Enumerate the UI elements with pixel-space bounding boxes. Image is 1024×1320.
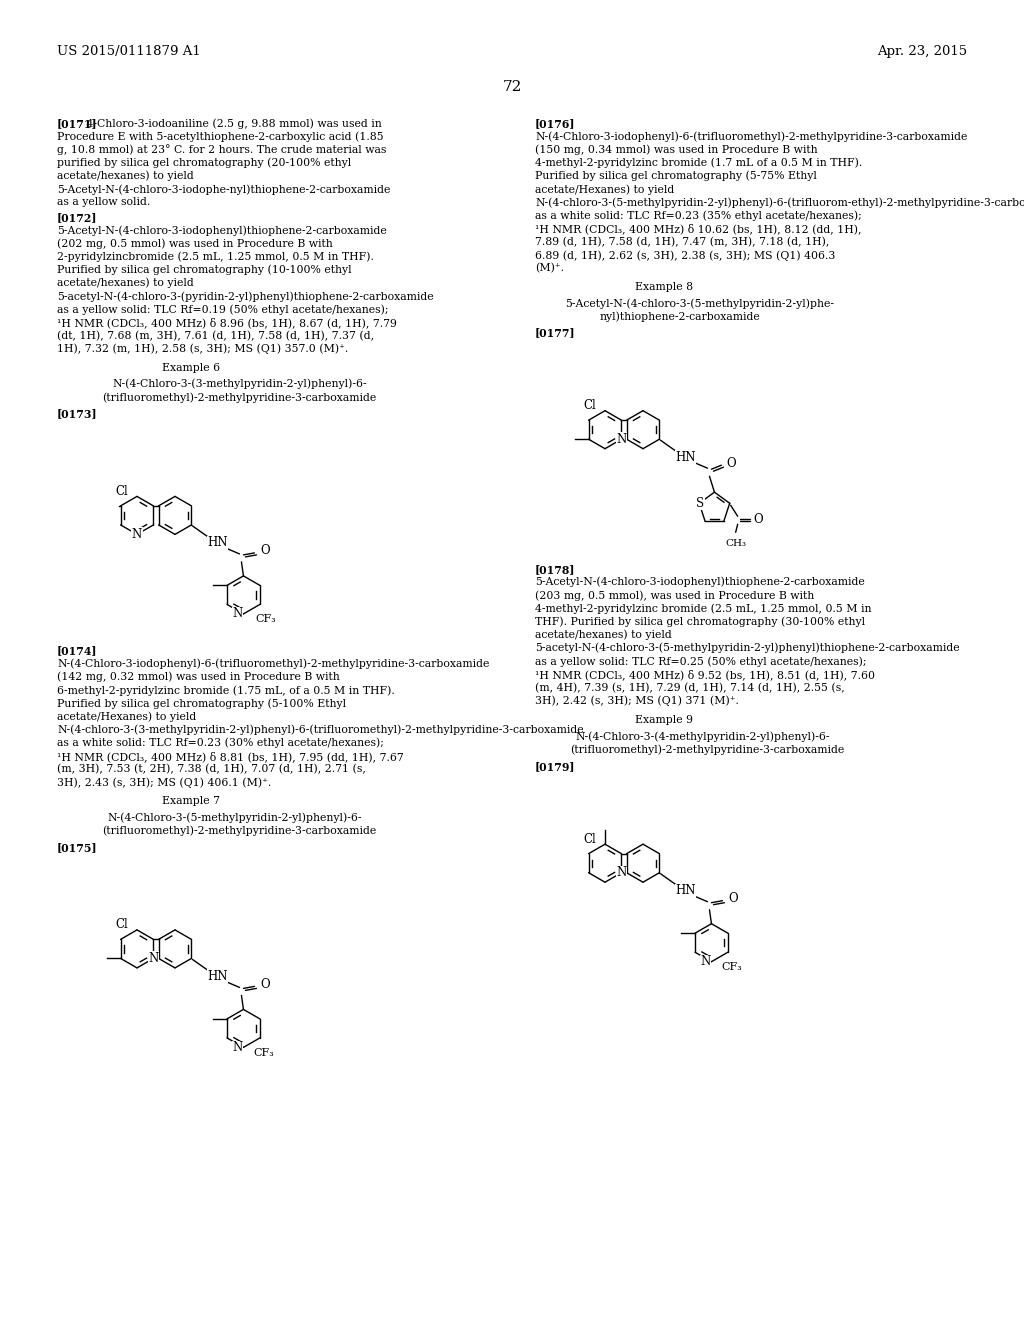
Text: 2-pyridylzincbromide (2.5 mL, 1.25 mmol, 0.5 M in THF).: 2-pyridylzincbromide (2.5 mL, 1.25 mmol,… xyxy=(57,252,374,263)
Text: N-(4-Chloro-3-(4-methylpyridin-2-yl)phenyl)-6-: N-(4-Chloro-3-(4-methylpyridin-2-yl)phen… xyxy=(575,731,829,742)
Text: N-(4-Chloro-3-(5-methylpyridin-2-yl)phenyl)-6-: N-(4-Chloro-3-(5-methylpyridin-2-yl)phen… xyxy=(106,812,361,822)
Text: (M)⁺.: (M)⁺. xyxy=(535,263,564,273)
Text: Cl: Cl xyxy=(584,399,596,412)
Text: 5-Acetyl-N-(4-chloro-3-iodophenyl)thiophene-2-carboxamide: 5-Acetyl-N-(4-chloro-3-iodophenyl)thioph… xyxy=(535,577,864,587)
Text: N-(4-Chloro-3-(3-methylpyridin-2-yl)phenyl)-6-: N-(4-Chloro-3-(3-methylpyridin-2-yl)phen… xyxy=(112,379,367,389)
Text: O: O xyxy=(726,457,736,470)
Text: 4-Chloro-3-iodoaniline (2.5 g, 9.88 mmol) was used in: 4-Chloro-3-iodoaniline (2.5 g, 9.88 mmol… xyxy=(83,117,382,128)
Text: N: N xyxy=(148,952,159,965)
Text: [0176]: [0176] xyxy=(535,117,575,129)
Text: as a yellow solid: TLC Rf=0.19 (50% ethyl acetate/hexanes);: as a yellow solid: TLC Rf=0.19 (50% ethy… xyxy=(57,305,388,315)
Text: Cl: Cl xyxy=(115,919,128,932)
Text: Purified by silica gel chromatography (5-75% Ethyl: Purified by silica gel chromatography (5… xyxy=(535,170,817,181)
Text: 5-Acetyl-N-(4-chloro-3-iodophenyl)thiophene-2-carboxamide: 5-Acetyl-N-(4-chloro-3-iodophenyl)thioph… xyxy=(57,226,387,236)
Text: [0177]: [0177] xyxy=(535,327,575,338)
Text: (203 mg, 0.5 mmol), was used in Procedure B with: (203 mg, 0.5 mmol), was used in Procedur… xyxy=(535,590,814,601)
Text: (m, 3H), 7.53 (t, 2H), 7.38 (d, 1H), 7.07 (d, 1H), 2.71 (s,: (m, 3H), 7.53 (t, 2H), 7.38 (d, 1H), 7.0… xyxy=(57,764,366,775)
Text: (150 mg, 0.34 mmol) was used in Procedure B with: (150 mg, 0.34 mmol) was used in Procedur… xyxy=(535,144,817,154)
Text: 5-Acetyl-N-(4-chloro-3-iodophe-nyl)thiophene-2-carboxamide: 5-Acetyl-N-(4-chloro-3-iodophe-nyl)thiop… xyxy=(57,183,390,194)
Text: HN: HN xyxy=(675,450,695,463)
Text: acetate/hexanes) to yield: acetate/hexanes) to yield xyxy=(57,170,194,181)
Text: N: N xyxy=(616,866,627,879)
Text: ¹H NMR (CDCl₃, 400 MHz) δ 8.81 (bs, 1H), 7.95 (dd, 1H), 7.67: ¹H NMR (CDCl₃, 400 MHz) δ 8.81 (bs, 1H),… xyxy=(57,751,403,762)
Text: g, 10.8 mmol) at 23° C. for 2 hours. The crude material was: g, 10.8 mmol) at 23° C. for 2 hours. The… xyxy=(57,144,386,156)
Text: 72: 72 xyxy=(503,81,521,94)
Text: Apr. 23, 2015: Apr. 23, 2015 xyxy=(877,45,967,58)
Text: 5-acetyl-N-(4-chloro-3-(5-methylpyridin-2-yl)phenyl)thiophene-2-carboxamide: 5-acetyl-N-(4-chloro-3-(5-methylpyridin-… xyxy=(535,643,959,653)
Text: O: O xyxy=(260,978,270,991)
Text: Example 6: Example 6 xyxy=(162,363,220,372)
Text: N-(4-chloro-3-(3-methylpyridin-2-yl)phenyl)-6-(trifluoromethyl)-2-methylpyridine: N-(4-chloro-3-(3-methylpyridin-2-yl)phen… xyxy=(57,725,584,735)
Text: O: O xyxy=(728,892,738,906)
Text: N: N xyxy=(232,607,243,620)
Text: Example 7: Example 7 xyxy=(162,796,220,807)
Text: 4-methyl-2-pyridylzinc bromide (1.7 mL of a 0.5 M in THF).: 4-methyl-2-pyridylzinc bromide (1.7 mL o… xyxy=(535,157,862,168)
Text: Example 9: Example 9 xyxy=(635,715,693,726)
Text: (trifluoromethyl)-2-methylpyridine-3-carboxamide: (trifluoromethyl)-2-methylpyridine-3-car… xyxy=(570,744,844,755)
Text: CH₃: CH₃ xyxy=(725,540,746,548)
Text: S: S xyxy=(696,496,705,510)
Text: N-(4-Chloro-3-iodophenyl)-6-(trifluoromethyl)-2-methylpyridine-3-carboxamide: N-(4-Chloro-3-iodophenyl)-6-(trifluorome… xyxy=(535,131,968,141)
Text: Cl: Cl xyxy=(115,484,128,498)
Text: Procedure E with 5-acetylthiophene-2-carboxylic acid (1.85: Procedure E with 5-acetylthiophene-2-car… xyxy=(57,131,384,141)
Text: as a yellow solid.: as a yellow solid. xyxy=(57,197,151,207)
Text: N-(4-chloro-3-(5-methylpyridin-2-yl)phenyl)-6-(trifluorom-ethyl)-2-methylpyridin: N-(4-chloro-3-(5-methylpyridin-2-yl)phen… xyxy=(535,197,1024,207)
Text: Example 8: Example 8 xyxy=(635,282,693,292)
Text: [0174]: [0174] xyxy=(57,645,97,656)
Text: 4-methyl-2-pyridylzinc bromide (2.5 mL, 1.25 mmol, 0.5 M in: 4-methyl-2-pyridylzinc bromide (2.5 mL, … xyxy=(535,603,871,614)
Text: N: N xyxy=(700,956,711,968)
Text: 5-acetyl-N-(4-chloro-3-(pyridin-2-yl)phenyl)thiophene-2-carboxamide: 5-acetyl-N-(4-chloro-3-(pyridin-2-yl)phe… xyxy=(57,292,433,302)
Text: Purified by silica gel chromatography (5-100% Ethyl: Purified by silica gel chromatography (5… xyxy=(57,698,346,709)
Text: CF₃: CF₃ xyxy=(722,962,742,973)
Text: US 2015/0111879 A1: US 2015/0111879 A1 xyxy=(57,45,201,58)
Text: [0175]: [0175] xyxy=(57,842,97,853)
Text: (202 mg, 0.5 mmol) was used in Procedure B with: (202 mg, 0.5 mmol) was used in Procedure… xyxy=(57,239,333,249)
Text: 7.89 (d, 1H), 7.58 (d, 1H), 7.47 (m, 3H), 7.18 (d, 1H),: 7.89 (d, 1H), 7.58 (d, 1H), 7.47 (m, 3H)… xyxy=(535,236,829,247)
Text: HN: HN xyxy=(207,536,227,549)
Text: acetate/hexanes) to yield: acetate/hexanes) to yield xyxy=(535,630,672,640)
Text: N: N xyxy=(232,1041,243,1053)
Text: as a white solid: TLC Rf=0.23 (30% ethyl acetate/hexanes);: as a white solid: TLC Rf=0.23 (30% ethyl… xyxy=(57,738,384,748)
Text: purified by silica gel chromatography (20-100% ethyl: purified by silica gel chromatography (2… xyxy=(57,157,351,168)
Text: acetate/hexanes) to yield: acetate/hexanes) to yield xyxy=(57,279,194,289)
Text: (142 mg, 0.32 mmol) was used in Procedure B with: (142 mg, 0.32 mmol) was used in Procedur… xyxy=(57,672,340,682)
Text: Purified by silica gel chromatography (10-100% ethyl: Purified by silica gel chromatography (1… xyxy=(57,265,351,276)
Text: O: O xyxy=(260,544,270,557)
Text: nyl)thiophene-2-carboxamide: nyl)thiophene-2-carboxamide xyxy=(600,312,761,322)
Text: ¹H NMR (CDCl₃, 400 MHz) δ 8.96 (bs, 1H), 8.67 (d, 1H), 7.79: ¹H NMR (CDCl₃, 400 MHz) δ 8.96 (bs, 1H),… xyxy=(57,318,397,329)
Text: ¹H NMR (CDCl₃, 400 MHz) δ 9.52 (bs, 1H), 8.51 (d, 1H), 7.60: ¹H NMR (CDCl₃, 400 MHz) δ 9.52 (bs, 1H),… xyxy=(535,669,874,680)
Text: 6.89 (d, 1H), 2.62 (s, 3H), 2.38 (s, 3H); MS (Q1) 406.3: 6.89 (d, 1H), 2.62 (s, 3H), 2.38 (s, 3H)… xyxy=(535,249,836,260)
Text: HN: HN xyxy=(207,970,227,983)
Text: 5-Acetyl-N-(4-chloro-3-(5-methylpyridin-2-yl)phe-: 5-Acetyl-N-(4-chloro-3-(5-methylpyridin-… xyxy=(565,298,834,309)
Text: [0178]: [0178] xyxy=(535,564,575,574)
Text: HN: HN xyxy=(675,884,695,898)
Text: Cl: Cl xyxy=(584,833,596,846)
Text: [0171]: [0171] xyxy=(57,117,97,129)
Text: (dt, 1H), 7.68 (m, 3H), 7.61 (d, 1H), 7.58 (d, 1H), 7.37 (d,: (dt, 1H), 7.68 (m, 3H), 7.61 (d, 1H), 7.… xyxy=(57,331,374,341)
Text: (trifluoromethyl)-2-methylpyridine-3-carboxamide: (trifluoromethyl)-2-methylpyridine-3-car… xyxy=(102,825,376,836)
Text: CF₃: CF₃ xyxy=(254,1048,274,1057)
Text: O: O xyxy=(754,512,763,525)
Text: 3H), 2.43 (s, 3H); MS (Q1) 406.1 (M)⁺.: 3H), 2.43 (s, 3H); MS (Q1) 406.1 (M)⁺. xyxy=(57,777,271,788)
Text: N: N xyxy=(616,433,627,446)
Text: as a yellow solid: TLC Rf=0.25 (50% ethyl acetate/hexanes);: as a yellow solid: TLC Rf=0.25 (50% ethy… xyxy=(535,656,866,667)
Text: (m, 4H), 7.39 (s, 1H), 7.29 (d, 1H), 7.14 (d, 1H), 2.55 (s,: (m, 4H), 7.39 (s, 1H), 7.29 (d, 1H), 7.1… xyxy=(535,682,845,693)
Text: 6-methyl-2-pyridylzinc bromide (1.75 mL, of a 0.5 M in THF).: 6-methyl-2-pyridylzinc bromide (1.75 mL,… xyxy=(57,685,394,696)
Text: N-(4-Chloro-3-iodophenyl)-6-(trifluoromethyl)-2-methylpyridine-3-carboxamide: N-(4-Chloro-3-iodophenyl)-6-(trifluorome… xyxy=(57,659,489,669)
Text: [0172]: [0172] xyxy=(57,213,97,223)
Text: [0173]: [0173] xyxy=(57,408,97,420)
Text: acetate/Hexanes) to yield: acetate/Hexanes) to yield xyxy=(57,711,197,722)
Text: ¹H NMR (CDCl₃, 400 MHz) δ 10.62 (bs, 1H), 8.12 (dd, 1H),: ¹H NMR (CDCl₃, 400 MHz) δ 10.62 (bs, 1H)… xyxy=(535,223,861,235)
Text: acetate/Hexanes) to yield: acetate/Hexanes) to yield xyxy=(535,183,674,194)
Text: 3H), 2.42 (s, 3H); MS (Q1) 371 (M)⁺.: 3H), 2.42 (s, 3H); MS (Q1) 371 (M)⁺. xyxy=(535,696,739,706)
Text: as a white solid: TLC Rf=0.23 (35% ethyl acetate/hexanes);: as a white solid: TLC Rf=0.23 (35% ethyl… xyxy=(535,210,862,220)
Text: THF). Purified by silica gel chromatography (30-100% ethyl: THF). Purified by silica gel chromatogra… xyxy=(535,616,865,627)
Text: CF₃: CF₃ xyxy=(256,614,276,624)
Text: 1H), 7.32 (m, 1H), 2.58 (s, 3H); MS (Q1) 357.0 (M)⁺.: 1H), 7.32 (m, 1H), 2.58 (s, 3H); MS (Q1)… xyxy=(57,345,348,355)
Text: (trifluoromethyl)-2-methylpyridine-3-carboxamide: (trifluoromethyl)-2-methylpyridine-3-car… xyxy=(102,392,376,403)
Text: N: N xyxy=(132,528,142,541)
Text: [0179]: [0179] xyxy=(535,762,575,772)
